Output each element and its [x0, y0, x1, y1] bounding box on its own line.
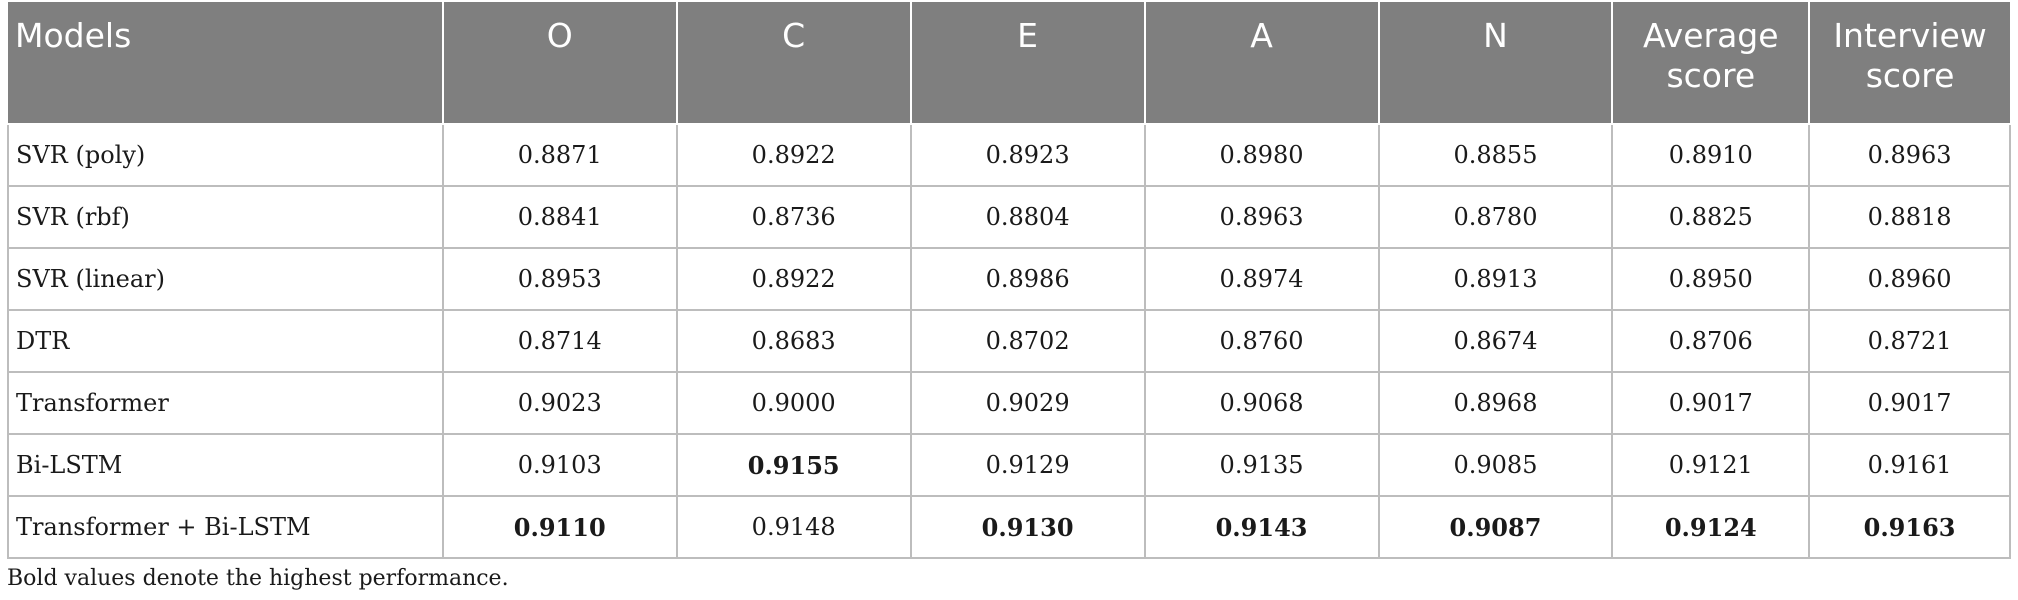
model-name-cell: Transformer: [7, 371, 444, 435]
model-name-cell: Transformer + Bi-LSTM: [7, 495, 444, 559]
model-name-cell: SVR (linear): [7, 247, 444, 311]
score-cell: 0.8714: [441, 309, 678, 373]
score-cell: 0.8950: [1611, 247, 1811, 311]
score-cell: 0.9161: [1808, 433, 2011, 497]
table-footnote: Bold values denote the highest performan…: [7, 566, 509, 591]
score-cell: 0.9017: [1611, 371, 1811, 435]
score-cell: 0.8980: [1143, 123, 1380, 187]
score-cell: 0.8760: [1143, 309, 1380, 373]
score-cell: 0.8871: [441, 123, 678, 187]
table-row: Transformer + Bi-LSTM 0.9110 0.9148 0.9130 0…: [7, 495, 2011, 559]
score-cell: 0.8674: [1377, 309, 1614, 373]
score-cell: 0.8963: [1143, 185, 1380, 249]
score-cell: 0.9121: [1611, 433, 1811, 497]
score-cell: 0.9068: [1143, 371, 1380, 435]
score-cell: 0.9130: [909, 495, 1146, 559]
score-cell: 0.9103: [441, 433, 678, 497]
score-cell: 0.9023: [441, 371, 678, 435]
table-row: DTR 0.8714 0.8683 0.8702 0.8760 0.8674 0.8706 0…: [7, 309, 2011, 373]
header-interview-score: Interview score: [1808, 2, 2010, 125]
table-row: SVR (rbf) 0.8841 0.8736 0.8804 0.8963 0.8780 0…: [7, 185, 2011, 249]
table-row: Bi-LSTM 0.9103 0.9155 0.9129 0.9135 0.9085 0.9…: [7, 433, 2011, 497]
results-table-container: Models O C E A N Average score Interview…: [7, 2, 2011, 559]
header-row: Models O C E A N Average score Interview…: [8, 2, 2010, 125]
table-row: SVR (linear) 0.8953 0.8922 0.8986 0.8974 0.89…: [7, 247, 2011, 311]
score-cell: 0.8825: [1611, 185, 1811, 249]
table-row: Transformer 0.9023 0.9000 0.9029 0.9068 0.896…: [7, 371, 2011, 435]
score-cell: 0.8913: [1377, 247, 1614, 311]
score-cell: 0.9155: [675, 433, 912, 497]
header-average-score-label: Average score: [1643, 16, 1779, 95]
score-cell: 0.9000: [675, 371, 912, 435]
model-name-cell: Bi-LSTM: [7, 433, 444, 497]
score-cell: 0.8923: [909, 123, 1146, 187]
score-cell: 0.8702: [909, 309, 1146, 373]
header-c: C: [675, 2, 912, 125]
score-cell: 0.8963: [1808, 123, 2011, 187]
score-cell: 0.8804: [909, 185, 1146, 249]
table-body: SVR (poly) 0.8871 0.8922 0.8923 0.8980 0.8855…: [7, 123, 2011, 559]
results-table: Models O C E A N Average score Interview…: [7, 2, 2011, 559]
score-cell: 0.8855: [1377, 123, 1614, 187]
model-name-cell: SVR (poly): [7, 123, 444, 187]
header-n: N: [1377, 2, 1614, 125]
score-cell: 0.8721: [1808, 309, 2011, 373]
score-cell: 0.9163: [1808, 495, 2011, 559]
score-cell: 0.8706: [1611, 309, 1811, 373]
score-cell: 0.8910: [1611, 123, 1811, 187]
score-cell: 0.8922: [675, 247, 912, 311]
score-cell: 0.9129: [909, 433, 1146, 497]
table-row: SVR (poly) 0.8871 0.8922 0.8923 0.8980 0.8855…: [7, 123, 2011, 187]
model-name-cell: SVR (rbf): [7, 185, 444, 249]
score-cell: 0.8986: [909, 247, 1146, 311]
score-cell: 0.8780: [1377, 185, 1614, 249]
score-cell: 0.9087: [1377, 495, 1614, 559]
header-average-score: Average score: [1611, 2, 1811, 125]
score-cell: 0.8974: [1143, 247, 1380, 311]
score-cell: 0.8818: [1808, 185, 2011, 249]
header-models: Models: [8, 2, 444, 125]
score-cell: 0.8922: [675, 123, 912, 187]
header-a: A: [1143, 2, 1380, 125]
score-cell: 0.9135: [1143, 433, 1380, 497]
score-cell: 0.9085: [1377, 433, 1614, 497]
score-cell: 0.9124: [1611, 495, 1811, 559]
model-name-cell: DTR: [7, 309, 444, 373]
score-cell: 0.9017: [1808, 371, 2011, 435]
score-cell: 0.8841: [441, 185, 678, 249]
score-cell: 0.9143: [1143, 495, 1380, 559]
score-cell: 0.8960: [1808, 247, 2011, 311]
score-cell: 0.8683: [675, 309, 912, 373]
score-cell: 0.8736: [675, 185, 912, 249]
header-interview-score-label: Interview score: [1833, 16, 1987, 95]
score-cell: 0.8968: [1377, 371, 1614, 435]
score-cell: 0.9148: [675, 495, 912, 559]
score-cell: 0.9029: [909, 371, 1146, 435]
header-e: E: [909, 2, 1146, 125]
score-cell: 0.9110: [441, 495, 678, 559]
header-o: O: [441, 2, 678, 125]
score-cell: 0.8953: [441, 247, 678, 311]
